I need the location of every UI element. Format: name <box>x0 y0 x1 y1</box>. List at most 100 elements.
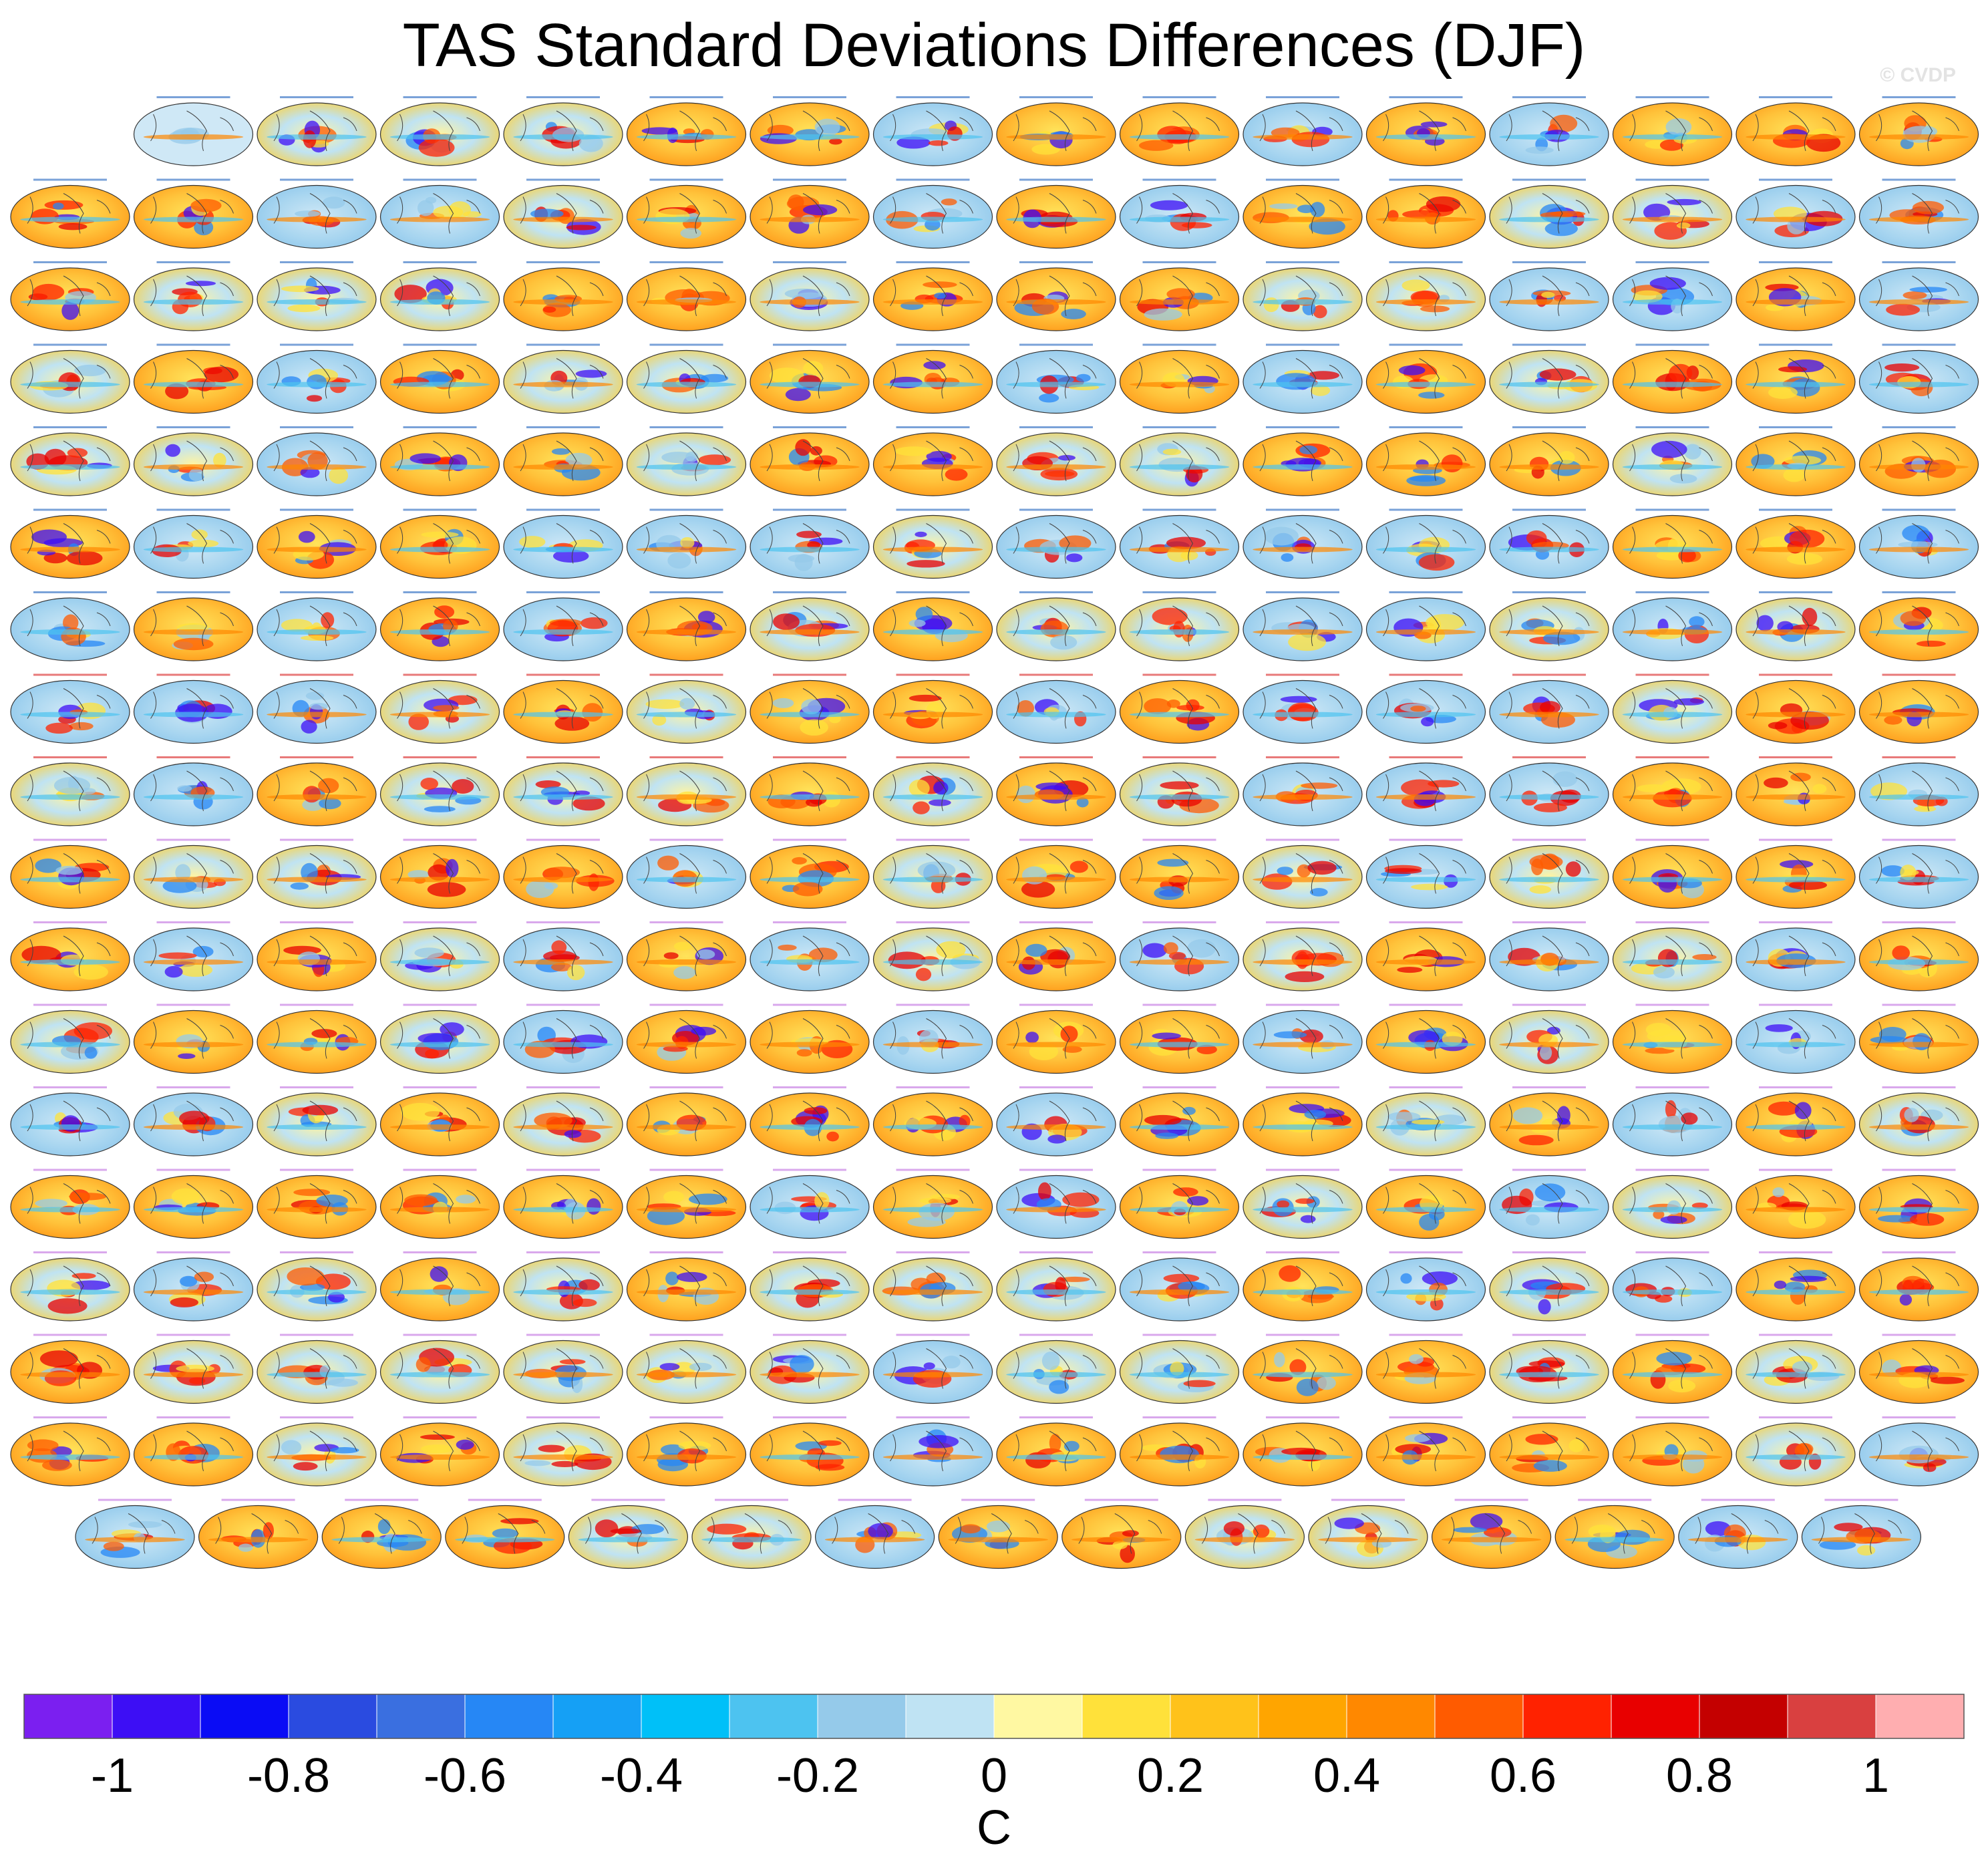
equatorial-band <box>1006 1124 1106 1130</box>
equatorial-band <box>389 1454 490 1460</box>
panel-caption <box>280 261 353 263</box>
map-panel <box>1242 756 1363 826</box>
panel-caption <box>649 178 723 181</box>
anomaly-blob <box>1112 1541 1128 1549</box>
coastline <box>27 935 111 977</box>
coastline <box>890 688 973 729</box>
map-panel <box>503 343 623 414</box>
equatorial-band <box>882 1289 983 1295</box>
equatorial-band <box>1868 1124 1969 1130</box>
equatorial-band <box>1499 1124 1599 1130</box>
coastline <box>273 110 357 152</box>
panel-caption <box>1882 508 1956 511</box>
map-panel <box>10 1169 130 1239</box>
coastline <box>1013 1265 1097 1307</box>
coastline <box>397 1100 480 1142</box>
anomaly-blob <box>1144 308 1182 321</box>
panel-caption <box>1512 921 1586 923</box>
anomaly-blob <box>1546 1026 1560 1035</box>
map-panel <box>1858 1416 1979 1487</box>
coastline <box>1876 770 1959 812</box>
anomaly-blob <box>784 288 824 299</box>
anomaly-blob <box>1069 861 1088 873</box>
coastline <box>1752 1018 1836 1059</box>
panel-caption <box>1635 1169 1709 1171</box>
coastline <box>27 358 111 399</box>
anomaly-blob <box>1187 1196 1209 1206</box>
panel-caption <box>403 261 477 263</box>
map-panel <box>1612 1086 1733 1156</box>
anomaly-blob <box>1025 1032 1039 1044</box>
colorbar-box <box>1082 1694 1171 1739</box>
anomaly-blob <box>1898 541 1938 549</box>
anomaly-blob <box>420 1434 455 1440</box>
anomaly-blob <box>463 211 482 218</box>
anomaly-blob <box>1796 1443 1814 1455</box>
anomaly-blob <box>868 1523 893 1539</box>
panel-caption <box>280 921 353 923</box>
colorbar-box <box>376 1694 466 1739</box>
panel-caption <box>1389 508 1463 511</box>
anomaly-blob <box>1788 1210 1826 1229</box>
anomaly-blob <box>1418 554 1455 571</box>
map-panel <box>996 426 1116 496</box>
anomaly-blob <box>1301 782 1338 789</box>
panel-caption <box>773 1416 846 1418</box>
anomaly-blob <box>551 1460 578 1467</box>
panel-caption <box>33 508 107 511</box>
panel-caption <box>1635 838 1709 841</box>
anomaly-blob <box>1539 368 1577 381</box>
map-panel <box>996 1086 1116 1156</box>
coastline <box>1259 440 1343 482</box>
equatorial-band <box>1868 381 1969 387</box>
panel-caption <box>896 426 970 428</box>
panel-caption <box>1266 1169 1339 1171</box>
map-panel <box>750 178 870 249</box>
panel-caption <box>33 1003 107 1006</box>
equatorial-band <box>389 134 490 140</box>
panel-caption <box>1635 1251 1709 1253</box>
anomaly-blob <box>986 1520 1011 1533</box>
map-panel <box>1119 96 1240 166</box>
equatorial-band <box>1375 547 1476 553</box>
coastline <box>643 1348 727 1389</box>
equatorial-band <box>20 1124 120 1130</box>
anomaly-blob <box>1139 140 1174 151</box>
equatorial-band <box>1253 216 1353 222</box>
map-panel <box>1735 178 1856 249</box>
anomaly-blob <box>192 945 214 957</box>
panel-caption <box>526 756 600 758</box>
map-panel <box>503 178 623 249</box>
coastline <box>27 275 111 317</box>
panel-caption <box>649 426 723 428</box>
equatorial-band <box>1129 216 1230 222</box>
coastline <box>1259 523 1343 564</box>
map-panel <box>1858 1169 1979 1239</box>
map-panel <box>257 838 377 909</box>
equatorial-band <box>267 794 367 800</box>
coastline <box>1629 1100 1713 1142</box>
equatorial-band <box>760 1372 860 1378</box>
coastline <box>643 193 727 234</box>
panel-caption <box>526 1169 600 1171</box>
map-panel <box>750 261 870 331</box>
map-panel <box>1242 591 1363 661</box>
equatorial-band <box>1622 959 1723 965</box>
equatorial-band <box>636 1207 737 1213</box>
anomaly-blob <box>281 285 319 293</box>
equatorial-band <box>1253 1289 1353 1295</box>
map-panel <box>133 1416 254 1487</box>
anomaly-blob <box>1764 777 1788 788</box>
panel-caption <box>1266 261 1339 263</box>
coastline <box>27 770 111 812</box>
panel-caption <box>1759 1086 1832 1088</box>
coastline <box>27 523 111 564</box>
map-panel <box>996 343 1116 414</box>
panel-caption <box>1389 1251 1463 1253</box>
colorbar-tick-label: -0.8 <box>247 1749 330 1803</box>
map-panel <box>1858 838 1979 909</box>
panel-caption <box>280 756 353 758</box>
coastline <box>273 275 357 317</box>
anomaly-blob <box>1669 474 1697 484</box>
map-panel <box>379 426 500 496</box>
